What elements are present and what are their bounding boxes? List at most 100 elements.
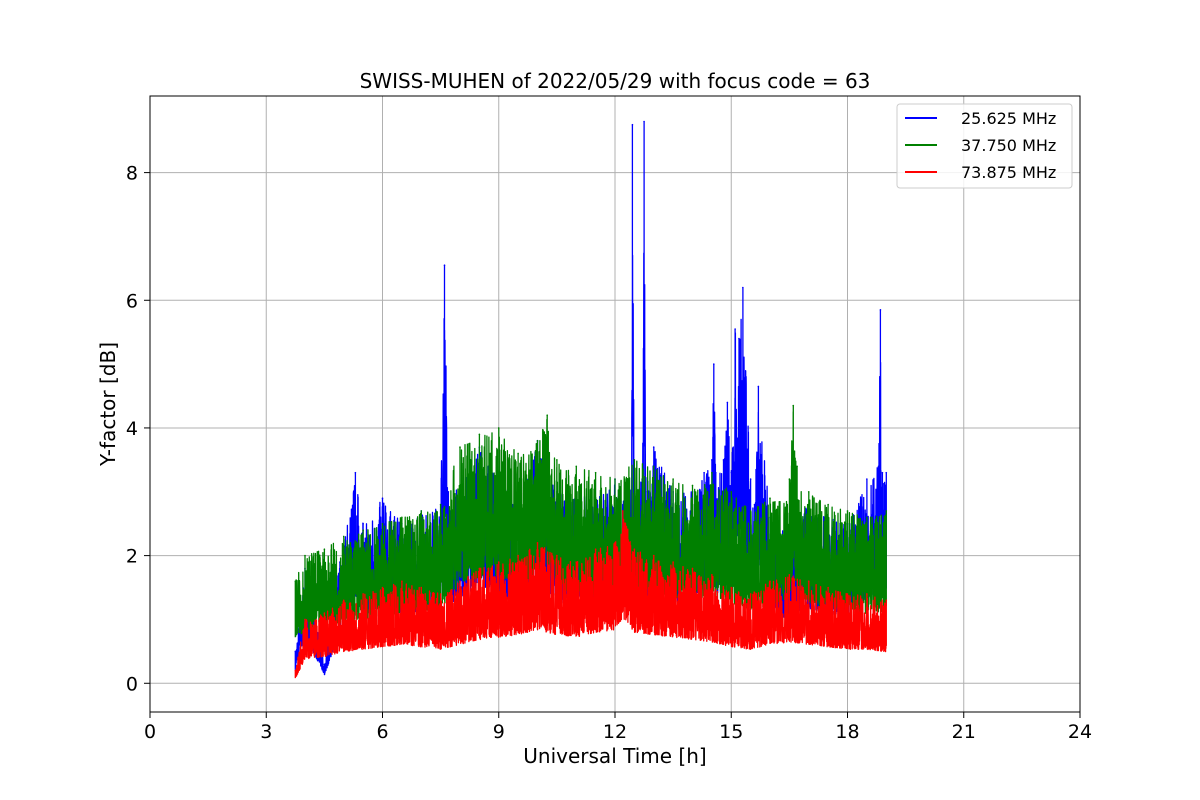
y-tick-label: 8 <box>126 163 138 185</box>
data-point-3 <box>614 542 616 544</box>
legend: 25.625 MHz 37.750 MHz 73.875 MHz <box>896 103 1073 189</box>
x-tick-label: 18 <box>835 721 859 743</box>
data-point-1 <box>443 264 446 266</box>
data-point-1 <box>381 497 384 499</box>
legend-entry: 37.750 MHz <box>961 136 1056 155</box>
data-point-2 <box>691 484 694 487</box>
data-point-1 <box>631 123 634 126</box>
data-point-3 <box>633 548 636 551</box>
data-point-1 <box>742 286 744 289</box>
data-point-1 <box>885 471 888 474</box>
data-point-3 <box>749 593 752 595</box>
x-axis-label: Universal Time [h] <box>523 744 706 768</box>
legend-entry: 73.875 MHz <box>961 163 1056 182</box>
data-point-1 <box>323 663 326 665</box>
data-point-2 <box>323 548 326 551</box>
data-point-2 <box>420 510 423 512</box>
data-point-3 <box>342 599 345 602</box>
data-point-3 <box>885 599 888 602</box>
data-point-2 <box>594 471 597 474</box>
x-tick-label: 6 <box>376 721 388 743</box>
legend-entry: 25.625 MHz <box>961 109 1056 128</box>
data-point-3 <box>866 593 868 595</box>
data-point-2 <box>304 554 306 557</box>
data-point-2 <box>546 414 548 416</box>
data-point-1 <box>734 328 736 330</box>
data-point-1 <box>866 478 868 480</box>
data-point-3 <box>594 548 597 551</box>
data-point-2 <box>846 510 849 512</box>
x-tick-label: 15 <box>719 721 743 743</box>
data-point-3 <box>846 593 849 595</box>
data-point-1 <box>730 471 733 474</box>
data-point-2 <box>439 503 442 506</box>
data-point-2 <box>711 471 713 474</box>
data-point-3 <box>381 586 384 589</box>
data-point-2 <box>866 516 868 519</box>
data-point-3 <box>294 669 297 672</box>
data-point-1 <box>881 471 884 474</box>
data-point-1 <box>738 337 740 340</box>
data-point-2 <box>769 497 771 499</box>
data-point-3 <box>652 554 655 557</box>
data-point-2 <box>459 446 461 448</box>
legend-box <box>896 103 1073 189</box>
series-line-2 <box>294 405 887 638</box>
data-point-2 <box>575 465 578 468</box>
data-point-3 <box>711 573 713 576</box>
data-point-3 <box>556 554 558 557</box>
x-tick-label: 9 <box>493 721 505 743</box>
data-point-1 <box>711 459 713 461</box>
data-point-2 <box>614 478 616 480</box>
data-point-2 <box>517 452 519 455</box>
data-point-2 <box>749 510 752 512</box>
data-point-2 <box>788 478 791 480</box>
series-area <box>294 120 888 679</box>
data-point-3 <box>807 580 810 582</box>
data-point-1 <box>757 385 760 388</box>
data-point-3 <box>672 561 674 563</box>
y-tick-label: 4 <box>126 418 138 440</box>
x-tick-label: 3 <box>260 721 272 743</box>
data-point-3 <box>575 561 578 563</box>
x-tick-label: 12 <box>603 721 627 743</box>
data-point-1 <box>643 120 645 123</box>
data-point-1 <box>447 490 450 493</box>
data-point-2 <box>362 529 364 531</box>
data-point-2 <box>342 535 345 538</box>
data-point-3 <box>788 573 791 576</box>
data-point-1 <box>713 363 715 365</box>
x-tick-label: 21 <box>952 721 976 743</box>
data-point-3 <box>323 612 326 614</box>
data-point-1 <box>726 401 729 404</box>
data-point-2 <box>401 516 403 519</box>
data-point-3 <box>621 510 624 512</box>
data-point-2 <box>796 465 798 468</box>
data-point-3 <box>420 586 423 589</box>
y-tick-label: 0 <box>126 673 138 695</box>
data-point-2 <box>381 522 384 525</box>
data-point-1 <box>294 650 297 653</box>
data-point-2 <box>652 465 655 468</box>
data-point-2 <box>730 490 733 493</box>
data-point-1 <box>879 309 882 311</box>
data-point-2 <box>827 503 829 506</box>
y-tick-label: 2 <box>126 546 138 568</box>
data-point-2 <box>633 459 636 461</box>
data-point-3 <box>691 567 694 570</box>
data-point-2 <box>556 459 558 461</box>
data-point-2 <box>885 510 888 512</box>
data-point-1 <box>753 503 756 506</box>
data-point-2 <box>294 580 297 582</box>
data-point-2 <box>536 439 539 442</box>
y-axis-label: Y-factor [dB] <box>96 342 120 467</box>
data-point-1 <box>722 459 725 461</box>
data-point-3 <box>536 542 539 544</box>
x-tick-label: 24 <box>1068 721 1092 743</box>
series-line-3 <box>294 510 887 679</box>
data-point-3 <box>769 580 771 582</box>
data-point-3 <box>362 593 364 595</box>
data-point-3 <box>478 567 481 570</box>
